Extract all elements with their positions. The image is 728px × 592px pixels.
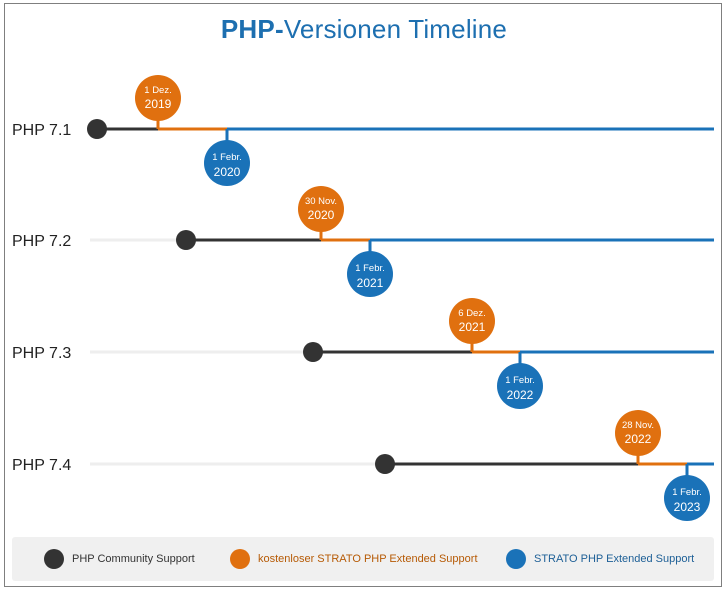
legend-item-community: PHP Community Support [44,549,195,569]
paid-extended-date-year: 2023 [674,500,701,514]
free-extended-date-day: 6 Dez. [458,308,485,319]
community-start-dot [303,342,323,362]
free-extended-marker [615,410,661,456]
timeline-row: PHP 7.3 6 Dez.2021 1 Febr. 2022 [12,298,714,409]
free-extended-marker [449,298,495,344]
paid-extended-date-day: 1 Febr. [672,487,702,498]
timeline-row: PHP 7.1 1 Dez.2019 1 Febr. 2020 [12,75,714,186]
legend-item-paid-extended: STRATO PHP Extended Support [506,549,694,569]
free-extended-date-day: 1 Dez. [144,85,171,96]
legend-label-free-extended: kostenloser STRATO PHP Extended Support [258,553,478,565]
community-start-dot [375,454,395,474]
legend-label-community: PHP Community Support [72,553,195,565]
legend-swatch-paid-extended [506,549,526,569]
paid-extended-date-year: 2022 [507,388,534,402]
paid-extended-marker [204,140,250,186]
chart-title-strong: PHP- [220,14,284,44]
row-label: PHP 7.2 [12,233,71,250]
chart-title-rest: Versionen Timeline [283,14,508,44]
timeline-row: PHP 7.2 30 Nov.2020 1 Febr. 2021 [12,186,714,297]
row-label: PHP 7.1 [12,122,71,139]
free-extended-marker [135,75,181,121]
free-extended-date-year: 2022 [625,432,652,446]
paid-extended-marker [664,475,710,521]
legend-label-paid-extended: STRATO PHP Extended Support [534,553,695,565]
community-start-dot [87,119,107,139]
paid-extended-date-day: 1 Febr. [212,152,242,163]
row-label: PHP 7.3 [12,345,71,362]
free-extended-date-day: 28 Nov. [622,420,654,431]
free-extended-date-year: 2021 [459,320,486,334]
legend-item-free-extended: kostenloser STRATO PHP Extended Support [230,549,478,569]
paid-extended-date-year: 2020 [214,165,241,179]
paid-extended-marker [347,251,393,297]
paid-extended-date-year: 2021 [357,276,384,290]
legend-swatch-free-extended [230,549,250,569]
free-extended-date-year: 2020 [308,208,335,222]
legend: PHP Community Support kostenloser STRATO… [12,537,714,581]
paid-extended-marker [497,363,543,409]
paid-extended-date-day: 1 Febr. [505,375,535,386]
free-extended-marker [298,186,344,232]
paid-extended-date-day: 1 Febr. [355,263,385,274]
timeline-row: PHP 7.4 28 Nov.2022 1 Febr. 2023 [12,410,714,521]
community-start-dot [176,230,196,250]
free-extended-date-year: 2019 [145,97,172,111]
chart-title: PHP-Versionen Timeline [0,14,728,45]
row-label: PHP 7.4 [12,457,71,474]
free-extended-date-day: 30 Nov. [305,196,337,207]
legend-swatch-community [44,549,64,569]
